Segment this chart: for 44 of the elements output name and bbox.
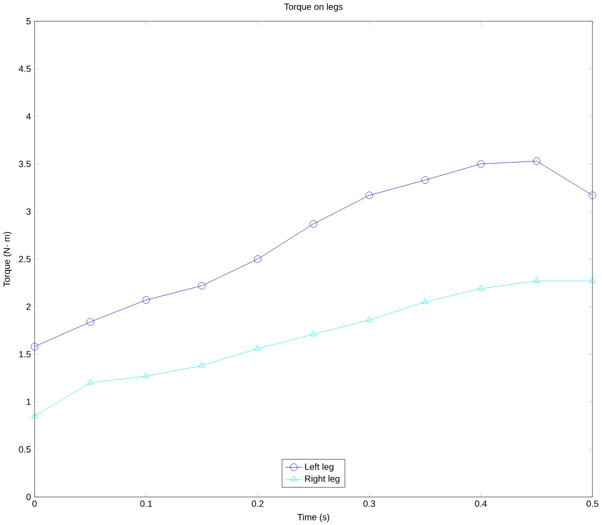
y-tick-label: 0 xyxy=(26,494,31,500)
y-tick-label: 1.5 xyxy=(19,350,31,358)
point xyxy=(30,342,38,350)
point xyxy=(589,277,596,283)
x-tick-label: 0.4 xyxy=(474,500,487,507)
x-tick-label: 0 xyxy=(32,500,37,507)
legend-label: Left leg xyxy=(305,463,334,472)
y-axis-title: Torque (N· m) xyxy=(3,232,12,286)
y-tick-label: 3.5 xyxy=(18,160,31,167)
x-tick-label: 0.5 xyxy=(586,500,598,507)
point xyxy=(198,362,206,368)
point xyxy=(477,160,485,168)
y-tick-label: 0.5 xyxy=(18,446,31,452)
x-axis-title: Time (s) xyxy=(297,514,330,522)
y-tick-label: 1 xyxy=(26,398,31,405)
point xyxy=(142,296,150,304)
x-tick-label: 0.2 xyxy=(252,500,264,507)
point xyxy=(254,344,261,350)
point xyxy=(310,220,318,228)
point xyxy=(198,282,206,290)
point xyxy=(86,318,94,326)
legend-label: Right leg xyxy=(305,475,340,484)
point xyxy=(254,255,262,263)
y-tick-label: 3 xyxy=(26,208,31,215)
point xyxy=(142,372,150,378)
point xyxy=(421,176,429,184)
point xyxy=(31,412,38,418)
point xyxy=(422,298,428,304)
point xyxy=(366,191,373,199)
point xyxy=(310,330,317,336)
chart-title: Torque on legs xyxy=(284,3,343,12)
point xyxy=(366,316,373,322)
y-tick-label: 2.5 xyxy=(19,256,31,262)
point xyxy=(533,277,540,283)
point xyxy=(478,284,484,290)
point xyxy=(532,157,540,165)
x-tick-label: 0.1 xyxy=(140,500,152,507)
y-tick-label: 5 xyxy=(26,18,31,24)
y-tick-label: 2 xyxy=(26,303,31,310)
y-tick-label: 4 xyxy=(26,113,31,120)
point xyxy=(588,191,596,199)
y-tick-label: 4.5 xyxy=(18,65,31,72)
x-tick-label: 0.3 xyxy=(363,500,376,507)
point xyxy=(87,378,94,385)
